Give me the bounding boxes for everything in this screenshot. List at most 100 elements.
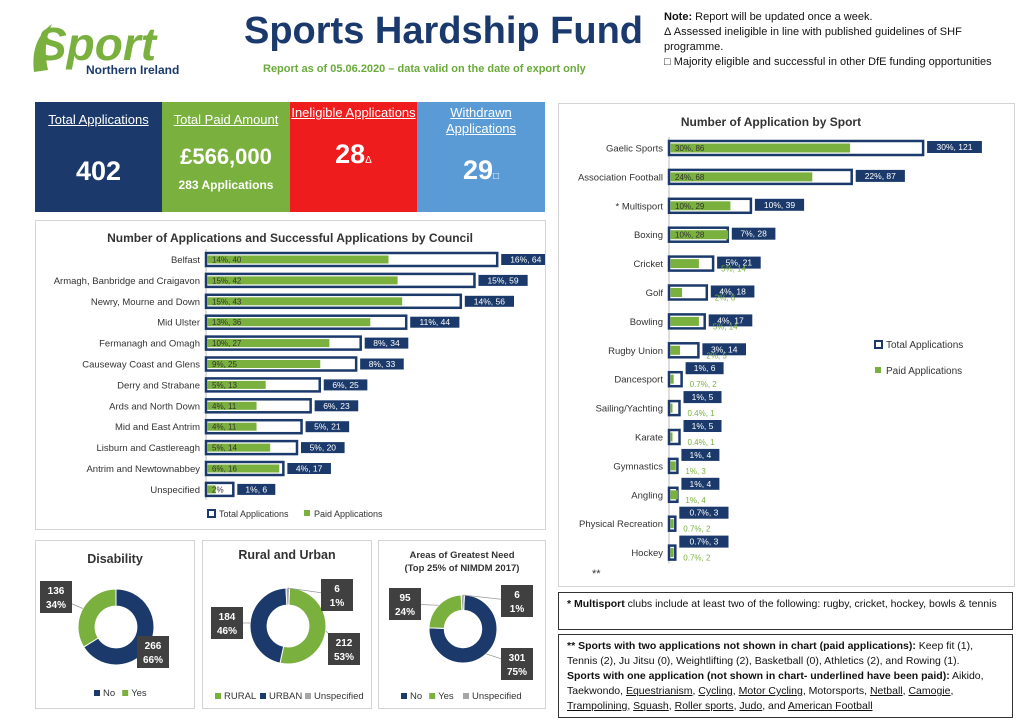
category-label: Causeway Coast and Glens [82,360,200,371]
sport-name: Motor Cycling [738,685,803,697]
legend-swatch-total [874,340,883,349]
data-label-value: 184 [219,612,236,623]
paid-bar [670,403,673,413]
paid-data-label: 10%, 27 [212,339,242,348]
footnote-marker: ** [592,568,601,580]
paid-data-label: 0.4%, 1 [688,409,716,418]
total-data-label: 5%, 21 [314,422,341,432]
category-label: Bowling [630,317,663,328]
legend-label: Yes [438,691,454,702]
donut-slice [83,588,155,666]
category-label: Lisburn and Castlereagh [96,443,200,454]
total-data-label: 30%, 121 [937,142,973,152]
disability-panel: Disability 266 66% 136 34% No Yes [35,540,195,709]
category-label: Cricket [633,259,663,270]
council-chart: Number of Applications and Successful Ap… [54,231,551,519]
data-label-percent: 46% [217,626,237,637]
category-label: Derry and Strabane [117,380,200,391]
two-app-label: ** Sports with two applications not show… [567,640,916,652]
total-label-box [927,141,982,153]
paid-data-label: 1%, 3 [685,467,706,476]
paid-data-label: 2%, 6 [715,294,736,303]
total-label-box [685,362,724,375]
page-title: Sports Hardship Fund [244,10,643,52]
kpi-total-applications: Total Applications 402 [35,102,162,212]
chart-title: Areas of Greatest Need [409,550,514,561]
sport-name: Squash [633,700,669,712]
chart-title: Number of Application by Sport [681,115,861,129]
kpi-value: 29 [462,155,493,185]
paid-data-label: 13%, 36 [212,318,242,327]
paid-data-label: 1%, 4 [685,496,706,505]
paid-data-label: 9%, 25 [212,360,237,369]
category-label: Golf [646,288,664,299]
legend-swatch-paid [304,510,310,516]
paid-data-label: 10%, 28 [675,231,705,240]
total-label-box [478,274,528,286]
greatest-need-panel: Areas of Greatest Need (Top 25% of NIMDM … [378,540,546,709]
category-label: Association Football [578,172,663,183]
legend-label: URBAN [269,691,302,702]
legend-label: Unspecified [314,691,364,702]
total-label-box [717,256,761,269]
category-label: * Multisport [615,201,663,212]
paid-bar [207,380,266,389]
data-label-value: 266 [145,641,162,652]
paid-data-label: 10%, 29 [675,202,705,211]
data-label-value: 6 [334,584,340,595]
paid-bar [207,318,371,327]
total-label-box [681,477,720,490]
total-data-label: 5%, 21 [726,258,753,268]
paid-bar [670,519,674,529]
category-label: Rugby Union [608,346,663,357]
legend-label: Paid Applications [314,509,383,519]
legend-swatch [215,693,221,699]
category-label: Sailing/Yachting [596,404,663,415]
total-label-box [683,420,722,432]
category-label: Dancesport [614,375,663,386]
total-data-label: 3%, 14 [711,344,738,354]
total-label-box [237,483,276,495]
data-label-percent: 53% [334,652,354,663]
data-label-box [137,636,169,668]
multisport-footnote-label: * Multisport [567,598,625,610]
category-label: Ards and North Down [109,401,200,412]
paid-data-label: 0.7%, 2 [690,380,718,389]
data-label-percent: 1% [510,604,525,615]
total-data-label: 7%, 28 [740,229,767,239]
category-label: Physical Recreation [579,519,663,530]
multisport-footnote-text: clubs include at least two of the follow… [624,598,997,610]
paid-bar [207,297,403,306]
total-data-label: 16%, 64 [510,255,541,265]
legend-label: Total Applications [886,340,963,351]
paid-data-label: 24%, 68 [675,173,705,182]
category-label: Antrim and Newtownabbey [86,464,200,475]
sport-chart-panel: Number of Application by Sport Gaelic Spo… [558,103,1015,587]
paid-data-label: 0.7%, 2 [683,525,711,534]
legend-swatch-total [207,509,216,518]
kpi-total-paid: Total Paid Amount £566,000 283 Applicati… [162,102,290,212]
kpi-sub: 283 Applications [178,178,274,192]
paid-bar [670,374,674,384]
total-label-box [301,442,345,454]
paid-bar [670,230,729,240]
total-data-label: 6%, 25 [332,380,359,390]
sport-name: Trampolining [567,700,628,712]
paid-bar [207,401,257,410]
paid-bar [670,461,676,471]
total-data-label: 1%, 6 [245,484,267,494]
total-data-label: 4%, 17 [717,315,744,325]
total-label-box [710,285,755,298]
sport-name: Equestrianism [625,685,693,697]
category-label: Hockey [631,548,663,559]
paid-bar [207,464,280,473]
note-label: Note: [664,11,693,23]
paid-bar [207,422,257,431]
kpi-value: 402 [75,156,122,186]
category-label: Gaelic Sports [606,144,663,155]
total-label-box [708,314,753,327]
legend-swatch [122,690,129,696]
paid-bar [207,276,398,285]
data-label-box [389,588,421,620]
total-label-box [679,506,729,519]
